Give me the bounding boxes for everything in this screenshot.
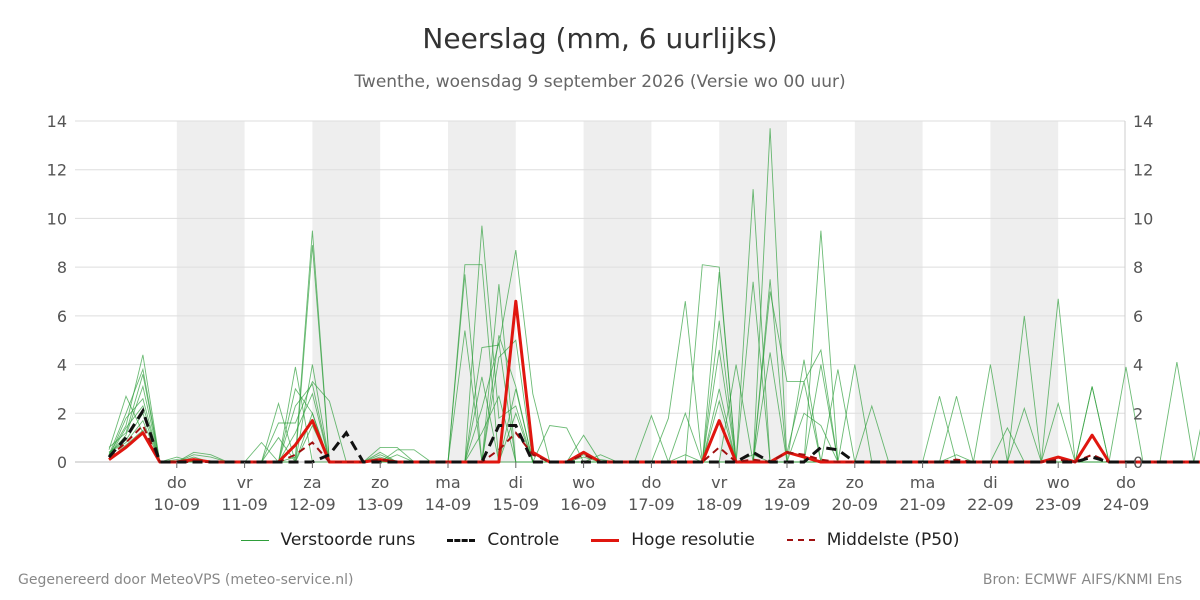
- y-tick-label-right: 2: [1133, 404, 1143, 423]
- night-band: [854, 121, 923, 462]
- x-tick-day: do: [1116, 473, 1136, 492]
- legend-label-control: Controle: [487, 530, 560, 550]
- footer-credit: Gegenereerd door MeteoVPS (meteo-service…: [18, 572, 354, 588]
- x-tick-day: ma: [910, 473, 935, 492]
- x-tick-date: 14-09: [425, 495, 472, 514]
- legend: Verstoorde runs Controle Hoge resolutie …: [0, 530, 1200, 550]
- y-tick-label-right: 12: [1133, 161, 1153, 180]
- x-tick-day: do: [167, 473, 187, 492]
- legend-swatch-ensemble: [240, 539, 269, 541]
- x-tick-day: zo: [846, 473, 864, 492]
- chart-subtitle: Twenthe, woensdag 9 september 2026 (Vers…: [354, 72, 846, 92]
- night-band: [583, 121, 652, 462]
- x-tick-day: wo: [572, 473, 595, 492]
- legend-label-median: Middelste (P50): [826, 530, 960, 550]
- y-tick-label-right: 8: [1133, 258, 1143, 277]
- y-tick-label-right: 14: [1133, 112, 1153, 131]
- y-tick-label-right: 0: [1133, 453, 1143, 472]
- x-tick-day: ma: [435, 473, 460, 492]
- x-tick-date: 24-09: [1103, 495, 1150, 514]
- y-tick-label-left: 0: [57, 453, 67, 472]
- legend-swatch-control: [447, 538, 476, 542]
- x-tick-day: di: [983, 473, 998, 492]
- x-tick-day: do: [641, 473, 661, 492]
- x-tick-day: vr: [711, 473, 727, 492]
- legend-item-hires[interactable]: Hoge resolutie: [591, 530, 755, 550]
- y-tick-label-right: 10: [1133, 209, 1153, 228]
- y-tick-label-left: 6: [57, 307, 67, 326]
- x-tick-date: 11-09: [221, 495, 268, 514]
- night-band: [719, 121, 787, 462]
- x-tick-day: za: [303, 473, 321, 492]
- legend-item-ensemble[interactable]: Verstoorde runs: [240, 530, 416, 550]
- x-tick-day: za: [778, 473, 796, 492]
- y-tick-label-left: 2: [57, 404, 67, 423]
- x-tick-date: 10-09: [154, 495, 201, 514]
- x-tick-date: 13-09: [357, 495, 404, 514]
- y-tick-label-left: 8: [57, 258, 67, 277]
- main-lines: [107, 299, 1200, 464]
- x-tick-date: 19-09: [764, 495, 811, 514]
- legend-label-hires: Hoge resolutie: [631, 530, 755, 550]
- control-line: [107, 407, 1200, 464]
- y-tick-label-left: 4: [57, 356, 67, 375]
- chart-title: Neerslag (mm, 6 uurlijks): [422, 22, 778, 55]
- night-band: [176, 121, 245, 462]
- x-tick-date: 20-09: [832, 495, 879, 514]
- y-tick-label-right: 4: [1133, 356, 1143, 375]
- night-band: [312, 121, 381, 462]
- x-tick-date: 18-09: [696, 495, 743, 514]
- night-band: [990, 121, 1059, 462]
- legend-item-control[interactable]: Controle: [447, 530, 559, 550]
- legend-item-median[interactable]: Middelste (P50): [786, 530, 960, 550]
- y-tick-label-left: 12: [47, 161, 67, 180]
- x-tick-date: 17-09: [628, 495, 675, 514]
- x-tick-date: 16-09: [560, 495, 607, 514]
- legend-swatch-hires: [591, 538, 620, 542]
- x-tick-date: 22-09: [967, 495, 1014, 514]
- y-tick-label-left: 14: [47, 112, 67, 131]
- x-tick-date: 21-09: [899, 495, 946, 514]
- axes: 0 0 2 2 4 4 6 6 8 8 10 10 12 12 14 14 do 10-09 vr 11-09 za 12…: [47, 112, 1154, 514]
- x-tick-day: vr: [237, 473, 253, 492]
- x-tick-date: 15-09: [493, 495, 540, 514]
- footer-source: Bron: ECMWF AIFS/KNMI Ens: [982, 572, 1182, 588]
- x-tick-day: di: [508, 473, 523, 492]
- x-tick-date: 12-09: [289, 495, 336, 514]
- legend-swatch-median: [786, 539, 815, 541]
- y-tick-label-right: 6: [1133, 307, 1143, 326]
- legend-label-ensemble: Verstoorde runs: [280, 530, 416, 550]
- y-tick-label-left: 10: [47, 209, 67, 228]
- x-tick-day: wo: [1047, 473, 1070, 492]
- x-tick-day: zo: [371, 473, 389, 492]
- x-tick-date: 23-09: [1035, 495, 1082, 514]
